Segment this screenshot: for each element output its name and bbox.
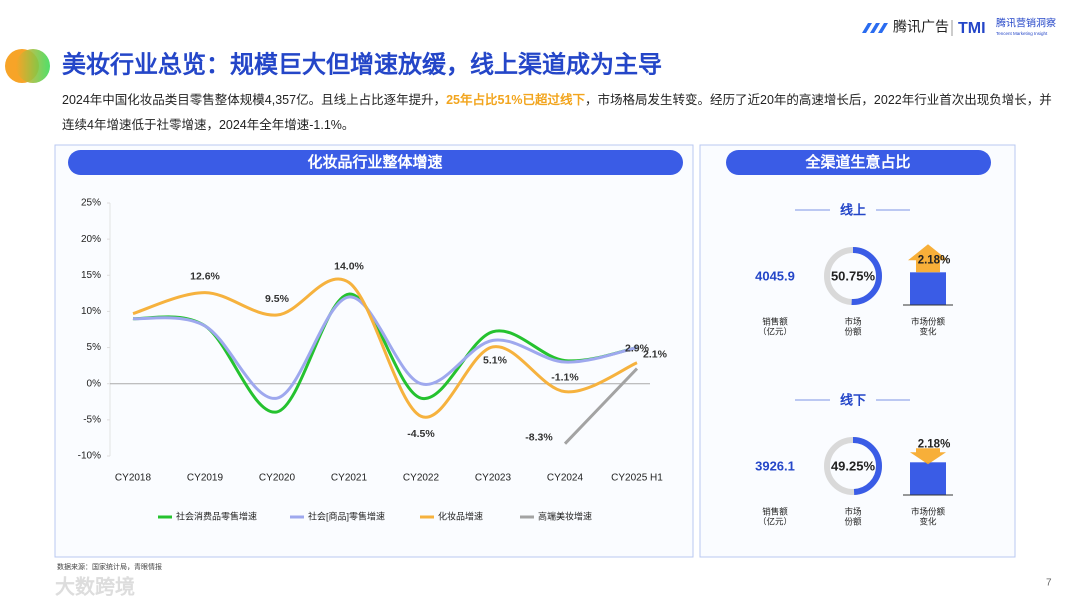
y-tick-label: 20% [81, 234, 101, 245]
legend-label: 高端美妆增速 [538, 510, 592, 521]
brand2-sub: Tencent Marketing Insight [996, 31, 1048, 36]
metric-label: 销售额 [762, 316, 788, 326]
y-tick-label: -10% [78, 451, 101, 462]
y-tick-label: 25% [81, 198, 101, 209]
value-label: 14.0% [334, 260, 364, 272]
series-line [132, 277, 638, 419]
brand: 腾讯广告 [893, 19, 949, 35]
logo [862, 23, 888, 33]
legend-label: 社会[商品]零售增速 [308, 510, 385, 521]
donut-arc [824, 437, 882, 495]
metric-label: 市场份额 [911, 506, 946, 516]
metric-label: （亿元） [758, 516, 792, 526]
x-tick-label: CY2020 [259, 473, 296, 484]
value-label: 2.9% [625, 343, 650, 355]
logo-tmi: TMI [958, 20, 986, 37]
value-label: -1.1% [551, 371, 579, 383]
legend-label: 社会消费品零售增速 [176, 510, 257, 521]
x-tick-label: CY2019 [187, 473, 224, 484]
metric-label: 市场份额 [911, 316, 946, 326]
x-tick-label: CY2018 [115, 473, 152, 484]
channel-title-pill [726, 150, 991, 175]
arrow-up [908, 244, 948, 273]
metric-label: 市场 [844, 506, 861, 516]
metric-label: 市场 [844, 316, 861, 326]
value-label: -4.5% [407, 428, 435, 440]
value-label: -8.3% [525, 431, 553, 443]
y-tick-label: -5% [83, 414, 101, 425]
brand2: 腾讯营销洞察 [996, 17, 1056, 30]
metric-label: 份额 [844, 326, 862, 336]
change-label: 2.18% [918, 438, 951, 450]
metric-label: （亿元） [758, 326, 792, 336]
desc-highlight: 25年占比51%已超过线下 [446, 93, 586, 107]
change-label: 2.18% [918, 254, 951, 266]
metric-label: 变化 [919, 326, 937, 336]
legend-label: 化妆品增速 [438, 510, 483, 521]
page-number: 7 [1046, 578, 1052, 589]
y-tick-label: 15% [81, 270, 101, 281]
x-tick-label: CY2023 [475, 473, 512, 484]
chart-panel [54, 144, 694, 558]
x-tick-label: CY2024 [547, 473, 584, 484]
desc-text: 2024年中国化妆品类目零售整体规模4,357亿。且线上占比逐年提升， [62, 93, 447, 107]
share-label: 49.25% [831, 458, 876, 473]
sales-value: 4045.9 [755, 268, 795, 283]
channel-title: 全渠道生意占比 [804, 153, 910, 171]
channel-panel [699, 144, 1016, 558]
x-tick-label: CY2021 [331, 473, 368, 484]
metric-label: 份额 [844, 516, 862, 526]
metric-label: 销售额 [762, 506, 788, 516]
series-line [563, 367, 639, 445]
arrow-down [910, 448, 946, 465]
donut-arc [824, 247, 882, 305]
share-label: 50.75% [831, 268, 876, 283]
y-tick-label: 10% [81, 306, 101, 317]
x-tick-label: CY2025 H1 [611, 473, 663, 484]
series-line [132, 295, 638, 400]
channel-name: 线下 [840, 392, 866, 407]
title: 美妆行业总览：规模巨大但增速放缓，线上渠道成为主导 [62, 50, 662, 78]
chart-title-pill [68, 150, 683, 175]
sales-value: 3926.1 [755, 458, 795, 473]
title-icon [16, 49, 50, 83]
value-label: 5.1% [483, 355, 508, 367]
source: 数据来源：国家统计局，青眼情报 [57, 562, 162, 571]
chart-title: 化妆品行业整体增速 [307, 153, 442, 171]
value-label: 9.5% [265, 293, 290, 305]
y-tick-label: 0% [87, 378, 102, 389]
change-bar [910, 272, 946, 305]
x-tick-label: CY2022 [403, 473, 440, 484]
value-label: 12.6% [190, 270, 220, 282]
change-bar [910, 462, 946, 495]
desc-text: ，市场格局发生转变。经历了近20年的高速增长后，2022年行业首次出现负增长，并… [62, 93, 1052, 132]
description: 2024年中国化妆品类目零售整体规模4,357亿。且线上占比逐年提升，25年占比… [62, 88, 1062, 138]
channel-name: 线上 [840, 202, 866, 217]
y-tick-label: 5% [87, 342, 102, 353]
watermark: 大数跨境 [55, 574, 135, 598]
value-label: 2.1% [643, 348, 668, 360]
metric-label: 变化 [919, 516, 937, 526]
